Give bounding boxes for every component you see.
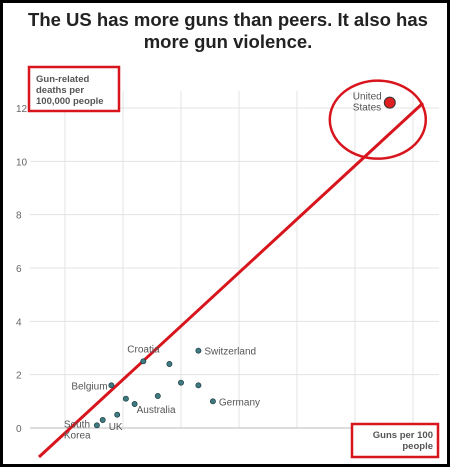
y-tick-label: 10 (16, 157, 28, 168)
point (209, 398, 216, 405)
y-tick-label: 6 (16, 264, 22, 275)
point (140, 358, 147, 365)
trend-line (37, 101, 425, 459)
highlight-ring (328, 79, 428, 160)
point (195, 382, 202, 389)
point-label: Germany (219, 397, 260, 408)
point-label: South Korea (64, 419, 91, 441)
point (122, 395, 129, 402)
point (178, 379, 184, 386)
y-tick-label: 8 (16, 211, 22, 222)
point-label: Switzerland (204, 347, 256, 358)
x-axis-label: Guns per 100 people (373, 430, 433, 452)
chart-svg: 0 2 4 6 8 10 12 United States Switzerland Croatia B… (16, 65, 440, 459)
y-tick-label: 12 (16, 104, 28, 115)
point (131, 401, 138, 407)
point (195, 347, 202, 354)
x-axis-label-box (350, 422, 440, 459)
point-label: Croatia (127, 344, 160, 355)
point (93, 422, 100, 429)
y-axis-label: Gun-related deaths per 100,000 people (36, 74, 104, 107)
point-highlight (383, 96, 396, 109)
point (114, 411, 121, 418)
point (99, 417, 106, 423)
point-label: UK (109, 422, 123, 433)
point-label: Belgium (71, 381, 107, 392)
point-label: United States (353, 92, 382, 114)
y-axis-label-box (27, 65, 121, 113)
chart-title: The US has more guns than peers. It also… (28, 9, 428, 52)
point (154, 393, 161, 399)
y-tick-label: 2 (16, 371, 22, 382)
point (166, 361, 173, 367)
y-tick-label: 0 (16, 424, 22, 435)
point (108, 382, 115, 389)
point-label: Australia (137, 405, 176, 416)
y-tick-label: 4 (16, 317, 22, 328)
